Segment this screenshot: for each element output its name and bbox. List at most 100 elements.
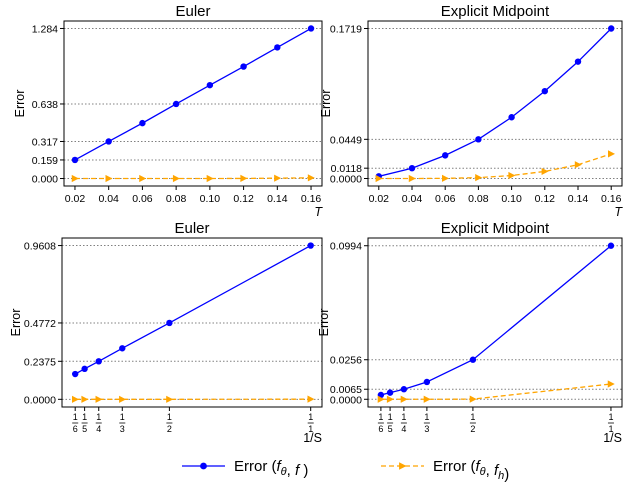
x-tick-label: 0.16 [301,193,322,205]
x-tick-label: 11 [307,412,314,434]
fraction-denominator: 3 [424,424,429,434]
chart-title: Explicit Midpoint [441,3,550,20]
data-point [508,171,516,180]
x-tick-label: 0.08 [468,193,489,205]
y-tick-label: 0.317 [32,136,58,148]
legend-entry-error-fh: Error (fθ, fh) [381,458,509,482]
chart-title: Explicit Midpoint [441,220,550,237]
x-tick-label: 16 [377,412,384,434]
chart-panel-1: Euler 0.000 0.159 0.317 0.638 1.284 Error 0.02 0… [13,3,323,219]
fraction-denominator: 2 [167,424,172,434]
data-point [307,242,314,249]
fraction-numerator: 1 [401,412,406,422]
fraction-denominator: 4 [96,424,101,434]
y-axis-label: Error [9,309,23,337]
y-tick-label: 0.0994 [330,241,362,253]
y-axis-label: Error [13,90,27,118]
data-point [408,164,416,172]
legend-marker [399,462,407,470]
legend-entry-error-f: Error (fθ, f ) [182,458,308,479]
x-tick-label: 11 [607,412,614,434]
data-point [95,395,103,403]
fraction-numerator: 1 [308,412,313,422]
y-tick-label: 0.4772 [24,318,56,330]
data-point [541,167,549,176]
y-tick-label: 0.2375 [24,356,56,368]
data-point [172,174,180,183]
data-point [240,63,247,70]
y-tick-label: 0.0000 [330,394,362,406]
x-tick-label: 0.04 [402,193,423,205]
data-point [119,395,127,403]
series-line-error-fh [378,153,612,180]
fraction-denominator: 5 [388,424,393,434]
fraction-denominator: 1 [608,424,613,434]
x-tick-label: 0.06 [132,193,153,205]
y-tick-label: 0.159 [32,155,58,167]
x-tick-label: 0.16 [601,193,622,205]
x-tick-label: 15 [81,412,88,434]
y-tick-label: 0.0449 [330,134,362,146]
y-tick-label: 0.1719 [330,24,362,36]
fraction-numerator: 1 [73,412,78,422]
fraction-denominator: 4 [401,424,406,434]
data-point [423,378,431,386]
data-point [119,345,126,352]
data-point [166,395,174,403]
fraction-numerator: 1 [167,412,172,422]
y-tick-label: 0.000 [32,174,58,186]
data-point [541,87,549,95]
x-axis-label: T [614,205,623,219]
fraction-denominator: 2 [470,424,475,434]
data-point [423,395,431,403]
fraction-denominator: 3 [120,424,125,434]
x-axis-label: 1/S [603,431,622,445]
x-tick-label: 13 [119,412,126,434]
fraction-numerator: 1 [608,412,613,422]
data-point [400,395,408,403]
data-point [206,174,214,183]
data-point [607,380,615,388]
data-point [441,152,449,159]
data-point [408,174,416,183]
fraction-numerator: 1 [470,412,475,422]
fraction-numerator: 1 [388,412,393,422]
data-point [274,174,282,182]
y-tick-label: 0.0256 [330,355,362,367]
data-point [139,174,147,183]
data-point [608,25,615,32]
y-tick-label: 1.284 [32,23,58,35]
x-tick-label: 0.02 [65,193,86,205]
data-point [400,386,408,393]
data-point [574,58,582,65]
series-line-error-f [378,28,612,177]
x-tick-label: 13 [423,412,430,434]
x-tick-label: 0.14 [568,193,589,205]
y-axis-label: Error [319,90,333,118]
y-tick-label: 0.638 [32,99,58,111]
data-point [386,389,394,396]
fraction-denominator: 6 [73,424,78,434]
plot-frame [367,20,623,187]
series-line-error-f [74,27,312,161]
data-point [139,119,146,127]
data-point [475,136,482,143]
y-tick-label: 0.0000 [24,394,56,406]
data-point [469,356,477,363]
legend-label: Error (fθ, fh) [433,458,509,482]
data-point [95,358,102,365]
x-tick-label: 0.12 [535,193,556,205]
legend-label: Error (fθ, f ) [234,458,308,479]
fraction-denominator: 5 [82,424,87,434]
chart-panel-3: Euler0.00000.23750.47720.9608Error161514… [9,220,323,445]
y-tick-label: 0.9608 [24,241,56,253]
data-point [375,174,383,183]
x-tick-label: 12 [469,412,476,434]
data-point [81,395,89,403]
x-tick-label: 14 [400,412,407,434]
fraction-numerator: 1 [424,412,429,422]
plot-frame [367,237,623,408]
x-tick-label: 16 [72,412,79,434]
